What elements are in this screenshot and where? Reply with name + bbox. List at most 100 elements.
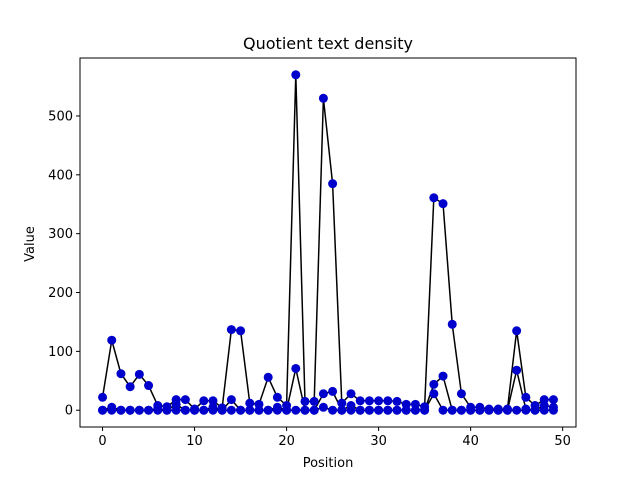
- series-2-point: [429, 379, 439, 389]
- series-3-point: [291, 405, 301, 415]
- series-3-point: [245, 405, 255, 415]
- series-1-point: [199, 396, 209, 406]
- series-3-point: [272, 405, 282, 415]
- series-3-point: [208, 405, 218, 415]
- series-3-point: [162, 405, 172, 415]
- series-3-point: [355, 405, 365, 415]
- series-3-point: [254, 405, 264, 415]
- series-3-point: [401, 405, 411, 415]
- series-1-point: [392, 396, 402, 406]
- series-3-point: [125, 405, 135, 415]
- series-1-point: [309, 396, 319, 406]
- series-1-point: [272, 392, 282, 402]
- series-1-point: [263, 372, 273, 382]
- series-2-point: [328, 386, 338, 396]
- series-1-point: [134, 369, 144, 379]
- series-1-point: [355, 396, 365, 406]
- y-tick-label: 200: [48, 286, 73, 301]
- series-2-point: [438, 371, 448, 381]
- series-3-point: [466, 405, 476, 415]
- series-3-point: [548, 405, 558, 415]
- x-tick-label: 40: [462, 434, 479, 449]
- series-3-point: [226, 405, 236, 415]
- series-3-point: [502, 405, 512, 415]
- x-tick-label: 20: [278, 434, 295, 449]
- series-3-point: [171, 405, 181, 415]
- series-1-point: [328, 179, 338, 189]
- series-1-point: [438, 199, 448, 209]
- x-axis-label: Position: [303, 456, 354, 471]
- series-1-point: [521, 392, 531, 402]
- series-3-point: [438, 405, 448, 415]
- series-1-point: [245, 398, 255, 408]
- y-tick-label: 400: [48, 168, 73, 183]
- series-1-point: [364, 396, 374, 406]
- y-tick-label: 0: [65, 404, 73, 419]
- series-1-point: [374, 396, 384, 406]
- series-3-point: [134, 405, 144, 415]
- series-2-point: [291, 363, 301, 373]
- series-3-point: [410, 405, 420, 415]
- series-1-point: [107, 335, 117, 345]
- series-1-point: [346, 389, 356, 399]
- series-2-point: [226, 395, 236, 405]
- series-1-point: [180, 395, 190, 405]
- series-1-point: [318, 93, 328, 103]
- axes-frame: [79, 57, 577, 428]
- series-3-point: [98, 405, 108, 415]
- series-3-point: [180, 405, 190, 415]
- x-tick-label: 0: [98, 434, 106, 449]
- series-3-point: [530, 405, 540, 415]
- series-3-point: [493, 405, 503, 415]
- series-3-point: [263, 405, 273, 415]
- series-3-point: [374, 405, 384, 415]
- series-3-point: [107, 405, 117, 415]
- x-tick-label: 30: [370, 434, 387, 449]
- series-1-point: [456, 389, 466, 399]
- series-1-point: [98, 392, 108, 402]
- series-3-point: [190, 405, 200, 415]
- series-2-point: [318, 389, 328, 399]
- series-1-point: [447, 319, 457, 329]
- series-3-point: [484, 405, 494, 415]
- series-3-point: [429, 389, 439, 399]
- series-3-point: [539, 405, 549, 415]
- series-3-point: [337, 405, 347, 415]
- series-3-point: [318, 402, 328, 412]
- y-tick-label: 100: [48, 345, 73, 360]
- series-3-point: [309, 405, 319, 415]
- series-1-point: [226, 325, 236, 335]
- y-tick-label: 300: [48, 227, 73, 242]
- series-3-point: [300, 405, 310, 415]
- series-3-point: [236, 405, 246, 415]
- series-3-point: [153, 405, 163, 415]
- y-tick-label: 500: [48, 109, 73, 124]
- series-1-point: [236, 326, 246, 336]
- series-3-point: [456, 405, 466, 415]
- series-3-point: [199, 405, 209, 415]
- series-3-point: [346, 405, 356, 415]
- series-3-point: [512, 405, 522, 415]
- series-1-point: [512, 326, 522, 336]
- series-3-point: [282, 405, 292, 415]
- series-2-point: [512, 365, 522, 375]
- series-3-point: [447, 405, 457, 415]
- series-1-point: [300, 396, 310, 406]
- series-3-point: [116, 405, 126, 415]
- y-axis-label: Value: [23, 226, 38, 262]
- series-3-point: [217, 405, 227, 415]
- x-tick-label: 10: [186, 434, 203, 449]
- series-1-point: [125, 382, 135, 392]
- series-1-point: [208, 396, 218, 406]
- chart-title: Quotient text density: [243, 34, 413, 53]
- series-3-point: [144, 405, 154, 415]
- series-1-point: [337, 398, 347, 408]
- series-1-point: [383, 396, 393, 406]
- series-1-point: [429, 193, 439, 203]
- series-1-point: [548, 395, 558, 405]
- series-1-point: [116, 369, 126, 379]
- series-3-point: [392, 405, 402, 415]
- series-3-point: [383, 405, 393, 415]
